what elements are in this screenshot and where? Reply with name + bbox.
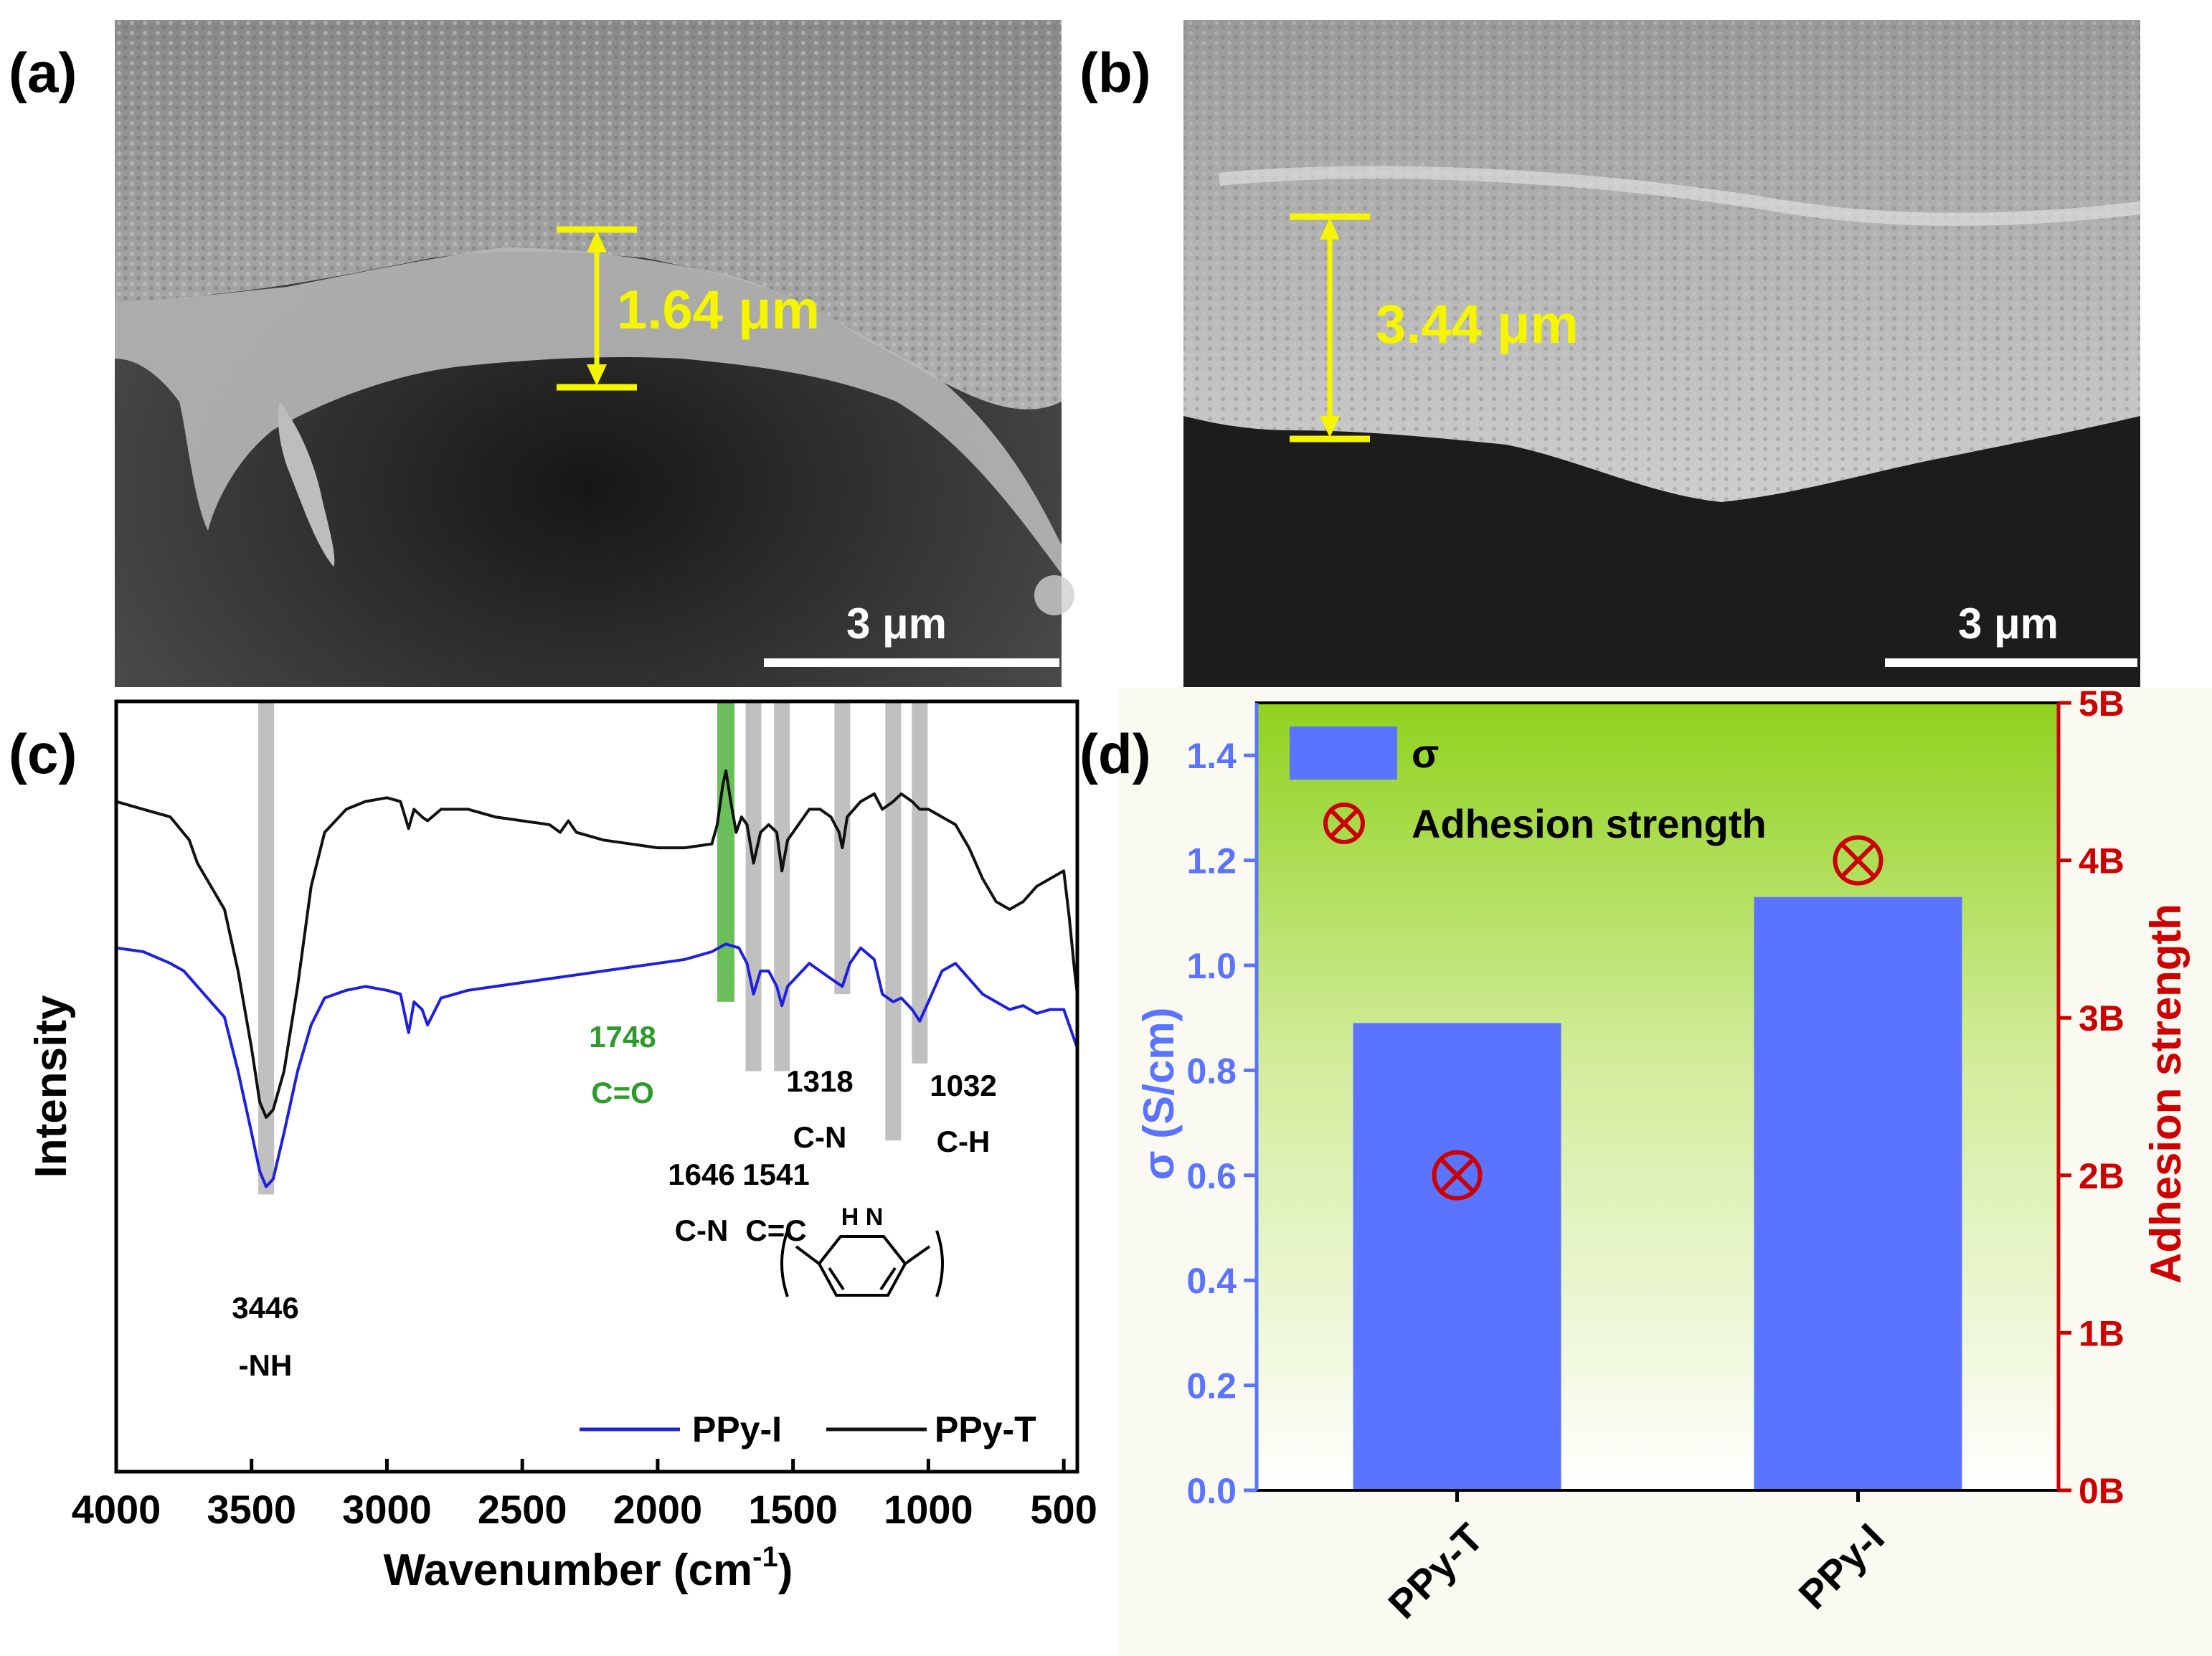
annotation-bond-1748: C=O <box>591 1076 654 1109</box>
panel-c: (c) 4000 3500 3000 2500 2000 1500 1000 500 3446… <box>9 699 1097 1595</box>
thickness-label-b: 3.44 μm <box>1376 294 1579 355</box>
adhesion-markers <box>1432 835 1883 1201</box>
right-tick-label-4B: 4B <box>2079 841 2124 881</box>
panel-d-label: (d) <box>1079 722 1151 785</box>
panel-a-label: (a) <box>9 41 77 104</box>
legend-text-ppy-i: PPy-I <box>692 1409 782 1449</box>
ftir-band-1130 <box>885 701 902 1141</box>
left-tick-label-0.8: 0.8 <box>1186 1051 1237 1091</box>
x-tick-label-2500: 2500 <box>478 1487 567 1532</box>
panel-d: (d) 0.0 0.2 0.4 0.6 0.8 1.0 1.2 1.4 0B 1B 2B 3B 4B 5… <box>1079 683 2212 1656</box>
annotation-wavenumber-1032: 1032 <box>930 1069 996 1102</box>
ftir-x-axis-title: Wavenumber (cm-1) <box>384 1541 793 1595</box>
right-tick-label-5B: 5B <box>2079 683 2124 724</box>
left-tick-label-0.0: 0.0 <box>1186 1471 1237 1511</box>
thickness-marker-a <box>557 226 637 391</box>
right-axis-title: Adhesion strength <box>2142 904 2190 1284</box>
x-tick-label-1500: 1500 <box>748 1487 838 1532</box>
ftir-plot-frame <box>114 699 1079 1474</box>
scale-bar-label-b: 3 μm <box>1958 600 2059 648</box>
legend-text-adhesion: Adhesion strength <box>1412 801 1767 846</box>
adhesion-marker-ppy-t <box>1432 1150 1483 1201</box>
panel-b: (b) 3.44 μm 3 μm <box>1079 20 2142 687</box>
right-tick-label-1B: 1B <box>2079 1313 2124 1353</box>
right-tick-label-0B: 0B <box>2079 1471 2124 1511</box>
ftir-band-3446 <box>258 701 275 1195</box>
legend-marker-adhesion <box>1323 803 1365 844</box>
annotation-bond-1646: C-N <box>675 1213 729 1247</box>
annotation-wavenumber-1748: 1748 <box>589 1020 656 1054</box>
right-axis-ticks: 0B 1B 2B 3B 4B 5B <box>2059 683 2124 1511</box>
left-tick-label-1.4: 1.4 <box>1186 736 1237 776</box>
sem-particle-a <box>1034 575 1074 615</box>
scale-bar-b <box>1885 658 2137 667</box>
panel-a: (a) 1.64 μm 3 μm <box>9 20 1074 687</box>
left-axis-ticks: 0.0 0.2 0.4 0.6 0.8 1.0 1.2 1.4 <box>1186 736 1257 1511</box>
series-line-ppy-i <box>115 942 1079 1188</box>
x-tick-label-4000: 4000 <box>72 1487 161 1532</box>
sem-cross-section-a <box>115 247 1062 574</box>
scale-bar-label-a: 3 μm <box>846 600 947 648</box>
ftir-x-ticks: 4000 3500 3000 2500 2000 1500 1000 500 <box>72 1459 1097 1532</box>
ftir-y-axis-title: Intensity <box>27 995 76 1178</box>
left-tick-label-1.0: 1.0 <box>1186 946 1237 986</box>
left-tick-label-1.2: 1.2 <box>1186 841 1237 881</box>
annotation-bond-1032: C-H <box>937 1125 991 1158</box>
right-tick-label-3B: 3B <box>2079 998 2124 1038</box>
x-tick-label-3500: 3500 <box>207 1487 296 1532</box>
bar-ppy-i <box>1754 896 1962 1490</box>
ftir-legend: PPy-I PPy-T <box>580 1409 1036 1449</box>
legend-text-ppy-t: PPy-T <box>935 1409 1036 1449</box>
panel-c-label: (c) <box>9 722 77 785</box>
annotation-wavenumber-1318: 1318 <box>786 1064 853 1098</box>
pyrrole-structure: H N <box>780 1203 944 1297</box>
legend-text-sigma: σ <box>1412 731 1439 776</box>
sem-texture-b <box>1183 20 2140 502</box>
pyrrole-nh-label: H N <box>841 1203 884 1231</box>
ftir-band-1748 <box>717 701 735 1002</box>
annotation-bond-1318: C-N <box>793 1120 847 1154</box>
bar-ppy-t <box>1353 1023 1561 1490</box>
legend-swatch-sigma <box>1290 727 1397 780</box>
sem-fragment-a <box>278 402 335 567</box>
ftir-annotations: 3446 -NH 1748 C=O 1646 C-N 1541 C=C 1318 C-N 1032 C… <box>232 1020 996 1382</box>
x-tick-label-2000: 2000 <box>613 1487 703 1532</box>
sem-ridge-b <box>1219 166 2142 226</box>
left-tick-label-0.4: 0.4 <box>1186 1261 1237 1301</box>
x-tick-label-1000: 1000 <box>884 1487 973 1532</box>
thickness-label-a: 1.64 μm <box>617 280 820 341</box>
sem-texture-a <box>115 20 1062 410</box>
annotation-bond-1541: C=C <box>745 1213 806 1247</box>
left-tick-label-0.6: 0.6 <box>1186 1156 1237 1196</box>
annotation-wavenumber-1541: 1541 <box>742 1158 809 1191</box>
sigma-bars <box>1353 896 1962 1490</box>
bar-legend: σ Adhesion strength <box>1290 727 1767 846</box>
thickness-marker-b <box>1290 213 1370 443</box>
annotation-bond-3446: -NH <box>239 1348 293 1382</box>
annotation-wavenumber-1646: 1646 <box>668 1158 734 1191</box>
ftir-lines <box>115 769 1079 1188</box>
left-axis-title: σ (S/cm) <box>1135 1007 1183 1180</box>
series-line-ppy-t <box>115 769 1079 1119</box>
x-tick-label-500: 500 <box>1030 1487 1097 1532</box>
left-tick-label-0.2: 0.2 <box>1186 1366 1237 1406</box>
scale-bar-a <box>764 658 1059 667</box>
ftir-band-1646 <box>745 701 762 1071</box>
x-tick-label-3000: 3000 <box>342 1487 432 1532</box>
right-tick-label-2B: 2B <box>2079 1156 2124 1196</box>
annotation-wavenumber-3446: 3446 <box>232 1291 298 1325</box>
adhesion-marker-ppy-i <box>1833 835 1883 886</box>
ftir-band-1541 <box>774 701 790 1071</box>
panel-b-label: (b) <box>1079 41 1151 104</box>
ftir-band-1032 <box>912 701 928 1064</box>
